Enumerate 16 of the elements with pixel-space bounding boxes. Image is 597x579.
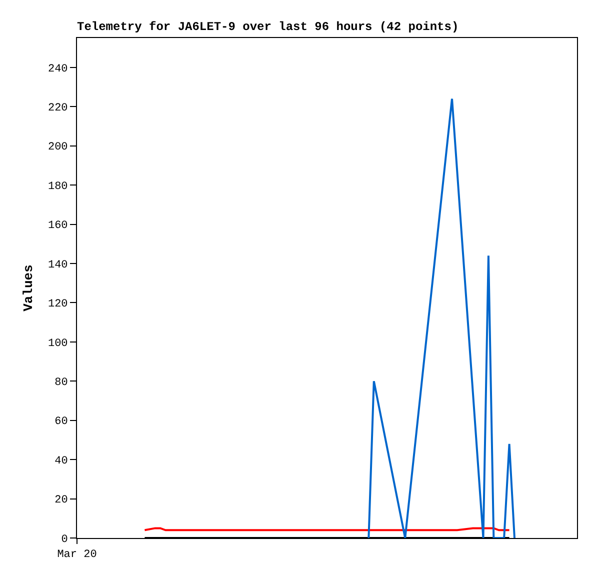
y-tick-label: 220: [48, 102, 68, 114]
y-tick-label: 0: [61, 534, 68, 546]
y-axis-title: Values: [20, 264, 36, 312]
y-tick-label: 40: [54, 455, 68, 468]
y-tick-label: 100: [48, 338, 68, 350]
y-tick-label: 160: [48, 220, 68, 232]
y-tick-label: 240: [48, 63, 68, 76]
y-tick-label: 60: [54, 416, 68, 428]
y-tick-label: 20: [54, 494, 68, 507]
x-tick-label: Mar 20: [57, 549, 97, 562]
chart-title: Telemetry for JA6LET-9 over last 96 hours (42 points): [77, 20, 459, 34]
y-tick-label: 140: [48, 259, 68, 272]
y-tick-label: 80: [54, 376, 68, 389]
y-tick-label: 180: [48, 180, 68, 193]
y-tick-label: 200: [48, 142, 68, 154]
y-tick-label: 120: [48, 298, 68, 311]
